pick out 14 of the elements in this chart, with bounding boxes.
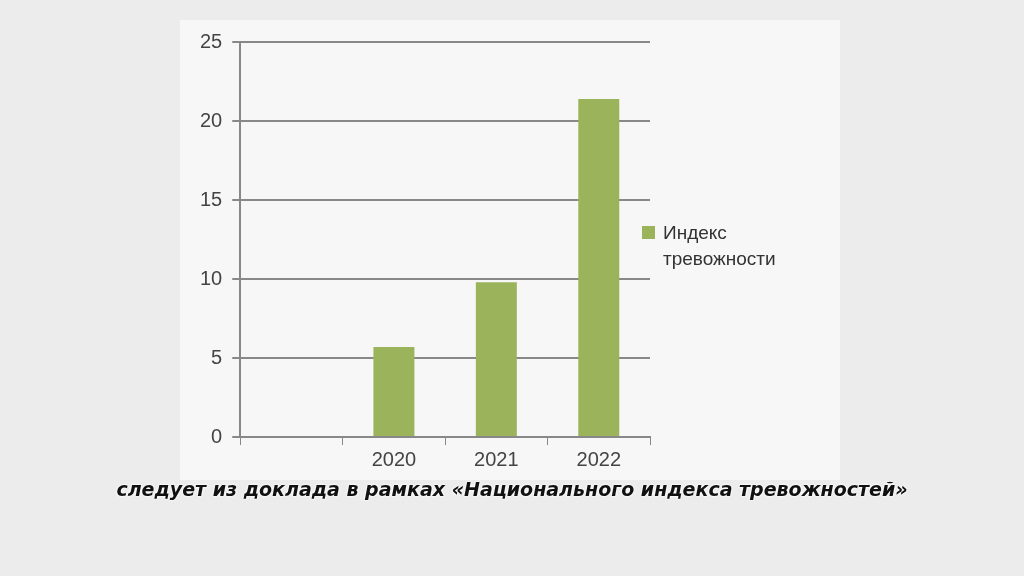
bar [578, 98, 620, 436]
text: следует из доклада в рамках «Национального индекса тревожностей» [115, 478, 909, 500]
y-tick-label: 20 [200, 108, 223, 131]
legend-label: Индекс тревожности [663, 221, 777, 271]
bar [475, 282, 517, 436]
x-tick-label: 2021 [474, 447, 519, 470]
y-tick-label: 5 [211, 345, 223, 368]
y-tick-label: 0 [211, 424, 223, 447]
y-tick-label: 10 [200, 266, 223, 289]
y-tick-label: 15 [200, 187, 223, 210]
x-tick-label: 2022 [576, 447, 622, 470]
x-tick-label: 2020 [371, 447, 417, 470]
bar [373, 346, 415, 436]
y-tick-label: 25 [200, 29, 223, 52]
